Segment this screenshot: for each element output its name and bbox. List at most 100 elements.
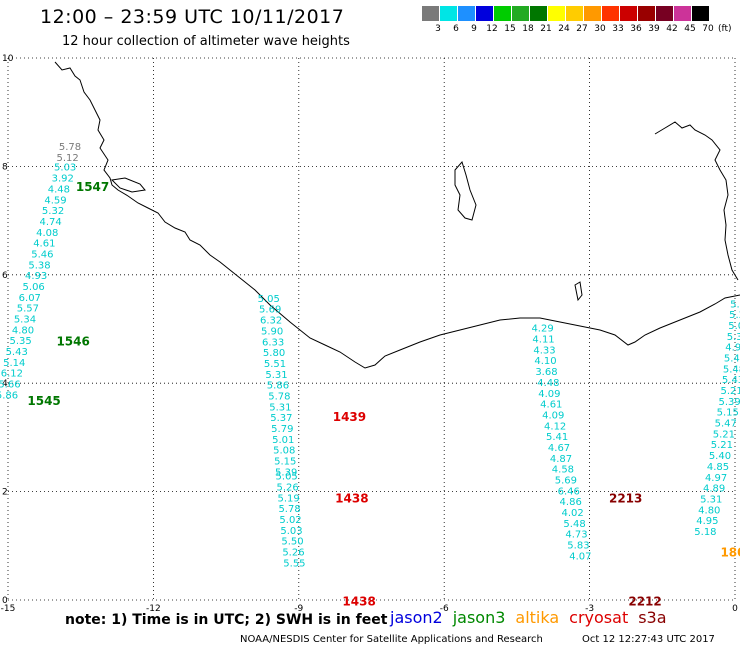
color-scale-swatch <box>566 6 583 21</box>
pass-time-label: 2213 <box>609 491 642 505</box>
wave-height-value: 4.86 <box>560 497 582 508</box>
color-scale-label: 6 <box>453 24 459 34</box>
color-scale-swatch <box>638 6 655 21</box>
x-tick-label: -9 <box>294 604 303 614</box>
wave-height-value: 4.12 <box>544 421 566 432</box>
wave-height-value: 5.3 <box>727 332 740 343</box>
wave-height-value: 5.05 <box>276 472 298 483</box>
wave-height-value: 5.31 <box>700 494 722 505</box>
color-scale-label: 36 <box>630 24 642 34</box>
wave-height-value: 5.21 <box>713 429 735 440</box>
satellite-tracks: 5.785.125.033.924.484.595.324.744.084.61… <box>0 142 740 608</box>
wave-height-value: 4.07 <box>569 551 591 562</box>
coastline-cameroon <box>654 121 739 281</box>
wave-height-value: 5.78 <box>268 391 290 402</box>
wave-height-value: 4.80 <box>12 325 34 336</box>
wave-height-value: 5.26 <box>277 483 299 494</box>
x-tick-label: -12 <box>146 604 161 614</box>
color-scale-swatch <box>692 6 709 21</box>
satellite-legend: jason2 jason3 altika cryosat s3a <box>390 608 677 627</box>
wave-height-value: 4.9 <box>725 343 740 354</box>
pass-time-label: 1438 <box>342 594 375 608</box>
wave-height-value: 5.0 <box>728 321 740 332</box>
color-scale-swatch <box>620 6 637 21</box>
color-scale-label: 15 <box>504 24 516 34</box>
wave-height-value: 5.41 <box>546 432 568 443</box>
wave-height-value: 5.31 <box>269 402 291 413</box>
wave-height-value: 5.86 <box>267 381 289 392</box>
wave-height-value: 4.61 <box>540 400 562 411</box>
y-tick-label: 0 <box>2 596 8 606</box>
footer-timestamp: Oct 12 12:27:43 UTC 2017 <box>582 634 715 645</box>
y-tick-label: 8 <box>2 162 8 172</box>
wave-height-value: 5.37 <box>270 413 292 424</box>
color-scale-swatch <box>530 6 547 21</box>
coastline-sherbro <box>110 177 146 193</box>
legend-altika: altika <box>515 608 560 627</box>
wave-height-value: 5.2 <box>729 310 740 321</box>
wave-height-value: 4.74 <box>40 217 62 228</box>
wave-height-value: 4.95 <box>696 516 718 527</box>
color-scale-label: 12 <box>486 24 498 34</box>
wave-height-value: 5.19 <box>277 493 299 504</box>
wave-height-value: 5.08 <box>273 446 295 457</box>
wave-height-value: 5.31 <box>265 370 287 381</box>
wave-height-value: 4.93 <box>25 271 47 282</box>
wave-height-value: 5.03 <box>280 526 302 537</box>
color-scale-swatch <box>584 6 601 21</box>
wave-height-value: 5.1 <box>730 299 740 310</box>
axis-ticks: -15 -12 -9 -6 -3 0 0 2 4 6 8 10 <box>1 54 738 614</box>
wave-height-value: 5.05 <box>258 294 280 305</box>
wave-height-value: 4.59 <box>44 195 66 206</box>
x-tick-label: -3 <box>585 604 594 614</box>
color-scale-swatch <box>422 6 439 21</box>
color-scale-swatch <box>458 6 475 21</box>
wave-height-value: 4.58 <box>552 465 574 476</box>
wave-height-value: 5.12 <box>56 153 78 164</box>
wave-height-value: 4.97 <box>705 473 727 484</box>
wave-height-value: 5.90 <box>261 326 283 337</box>
wave-height-value: 4.10 <box>534 356 556 367</box>
x-tick-label: -15 <box>1 604 16 614</box>
wave-height-value: 5.35 <box>9 336 31 347</box>
wave-height-value: 5.06 <box>23 282 45 293</box>
wave-height-value: 4.09 <box>538 389 560 400</box>
pass-time-label: 1438 <box>335 491 368 505</box>
wave-height-value: 5.69 <box>259 305 281 316</box>
wave-height-value: 5.34 <box>14 314 36 325</box>
y-tick-label: 6 <box>2 271 8 281</box>
pass-time-label: 1546 <box>56 334 89 348</box>
color-scale-swatch <box>494 6 511 21</box>
wave-height-value: 5.47 <box>715 419 737 430</box>
wave-height-value: 5.38 <box>28 260 50 271</box>
pass-time-label: 1545 <box>27 394 60 408</box>
wave-height-value: 5.69 <box>555 475 577 486</box>
wave-height-value: 5.40 <box>709 451 731 462</box>
wave-height-value: 5.47 <box>724 354 740 365</box>
pass-time-label: 1439 <box>333 410 366 424</box>
pass-time-label: 1547 <box>76 180 109 194</box>
wave-height-value: 4.80 <box>698 505 720 516</box>
color-scale-label: 39 <box>648 24 660 34</box>
y-tick-label: 4 <box>2 379 8 389</box>
wave-height-value: 5.48 <box>723 364 740 375</box>
color-scale-swatch <box>548 6 565 21</box>
wave-height-value: 5.51 <box>264 359 286 370</box>
wave-height-value: 5.55 <box>283 558 305 569</box>
legend-jason3: jason3 <box>452 608 506 627</box>
wave-height-value: 5.01 <box>272 435 294 446</box>
wave-height-value: 5.15 <box>717 408 739 419</box>
pass-time-label: 2212 <box>628 594 661 608</box>
color-scale-label: 30 <box>594 24 606 34</box>
wave-height-value: 4.08 <box>36 228 58 239</box>
footnote: note: 1) Time is in UTC; 2) SWH is in fe… <box>65 612 388 628</box>
color-scale-label: 70 <box>702 24 714 34</box>
wave-height-value: 5.80 <box>263 348 285 359</box>
map-title: 12:00 – 23:59 UTC 10/11/2017 <box>40 6 345 28</box>
color-scale-unit: (ft) <box>718 24 732 34</box>
legend-jason2: jason2 <box>390 608 443 627</box>
color-scale-label: 27 <box>576 24 588 34</box>
wave-height-value: 5.83 <box>567 541 589 552</box>
wave-height-value: 5.43 <box>6 347 28 358</box>
